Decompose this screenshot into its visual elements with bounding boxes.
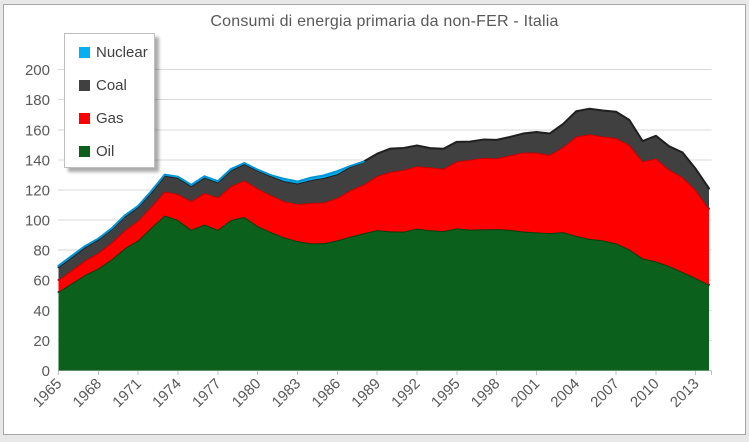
legend-label-nuclear: Nuclear (96, 44, 148, 61)
x-axis-label: 1974 (149, 375, 185, 411)
legend-swatch-nuclear (79, 47, 90, 58)
legend-swatch-coal (79, 80, 90, 91)
chart-title: Consumi di energia primaria da non-FER -… (210, 13, 559, 30)
legend-label-oil: Oil (96, 143, 115, 160)
y-axis-label: 140 (25, 152, 50, 169)
x-axis-label: 1965 (30, 375, 66, 411)
x-axis-label: 2004 (547, 375, 583, 411)
y-axis-label: 100 (25, 213, 50, 230)
y-axis-label: 40 (33, 303, 50, 320)
series-edge-nuclear (57, 160, 365, 267)
legend-label-coal: Coal (96, 77, 127, 94)
y-axis-label: 160 (25, 122, 50, 139)
legend-item-oil[interactable]: Oil (79, 135, 154, 168)
y-axis-label: 60 (33, 273, 50, 290)
legend: Nuclear Coal Gas Oil (64, 33, 155, 168)
x-axis-label: 2001 (508, 375, 544, 411)
legend-item-gas[interactable]: Gas (79, 102, 154, 135)
y-axis-label: 120 (25, 182, 50, 199)
x-axis-label: 2013 (667, 375, 703, 411)
legend-item-coal[interactable]: Coal (79, 69, 154, 102)
x-axis-label: 2007 (587, 375, 623, 411)
x-axis-label: 1995 (428, 375, 464, 411)
legend-swatch-oil (79, 146, 90, 157)
series-area-oil[interactable] (58, 215, 710, 371)
series-area-gas[interactable] (58, 134, 710, 292)
x-axis-label: 1980 (229, 375, 265, 411)
y-axis-label: 200 (25, 62, 50, 79)
y-axis-label: 20 (33, 333, 50, 350)
x-axis-label: 2010 (627, 375, 663, 411)
x-axis-label: 1983 (269, 375, 305, 411)
x-axis-label: 1968 (70, 375, 106, 411)
legend-swatch-gas (79, 113, 90, 124)
x-axis-label: 1998 (468, 375, 504, 411)
x-axis-label: 1989 (348, 375, 384, 411)
y-axis-label: 180 (25, 92, 50, 109)
x-axis-label: 1992 (388, 375, 424, 411)
y-axis-label: 80 (33, 243, 50, 260)
series-area-coal[interactable] (58, 108, 710, 280)
y-axis-label: 0 (42, 363, 50, 380)
x-axis-label: 1971 (109, 375, 145, 411)
legend-label-gas: Gas (96, 110, 124, 127)
x-axis-label: 1986 (308, 375, 344, 411)
x-axis-label: 1977 (189, 375, 225, 411)
legend-item-nuclear[interactable]: Nuclear (79, 36, 154, 69)
